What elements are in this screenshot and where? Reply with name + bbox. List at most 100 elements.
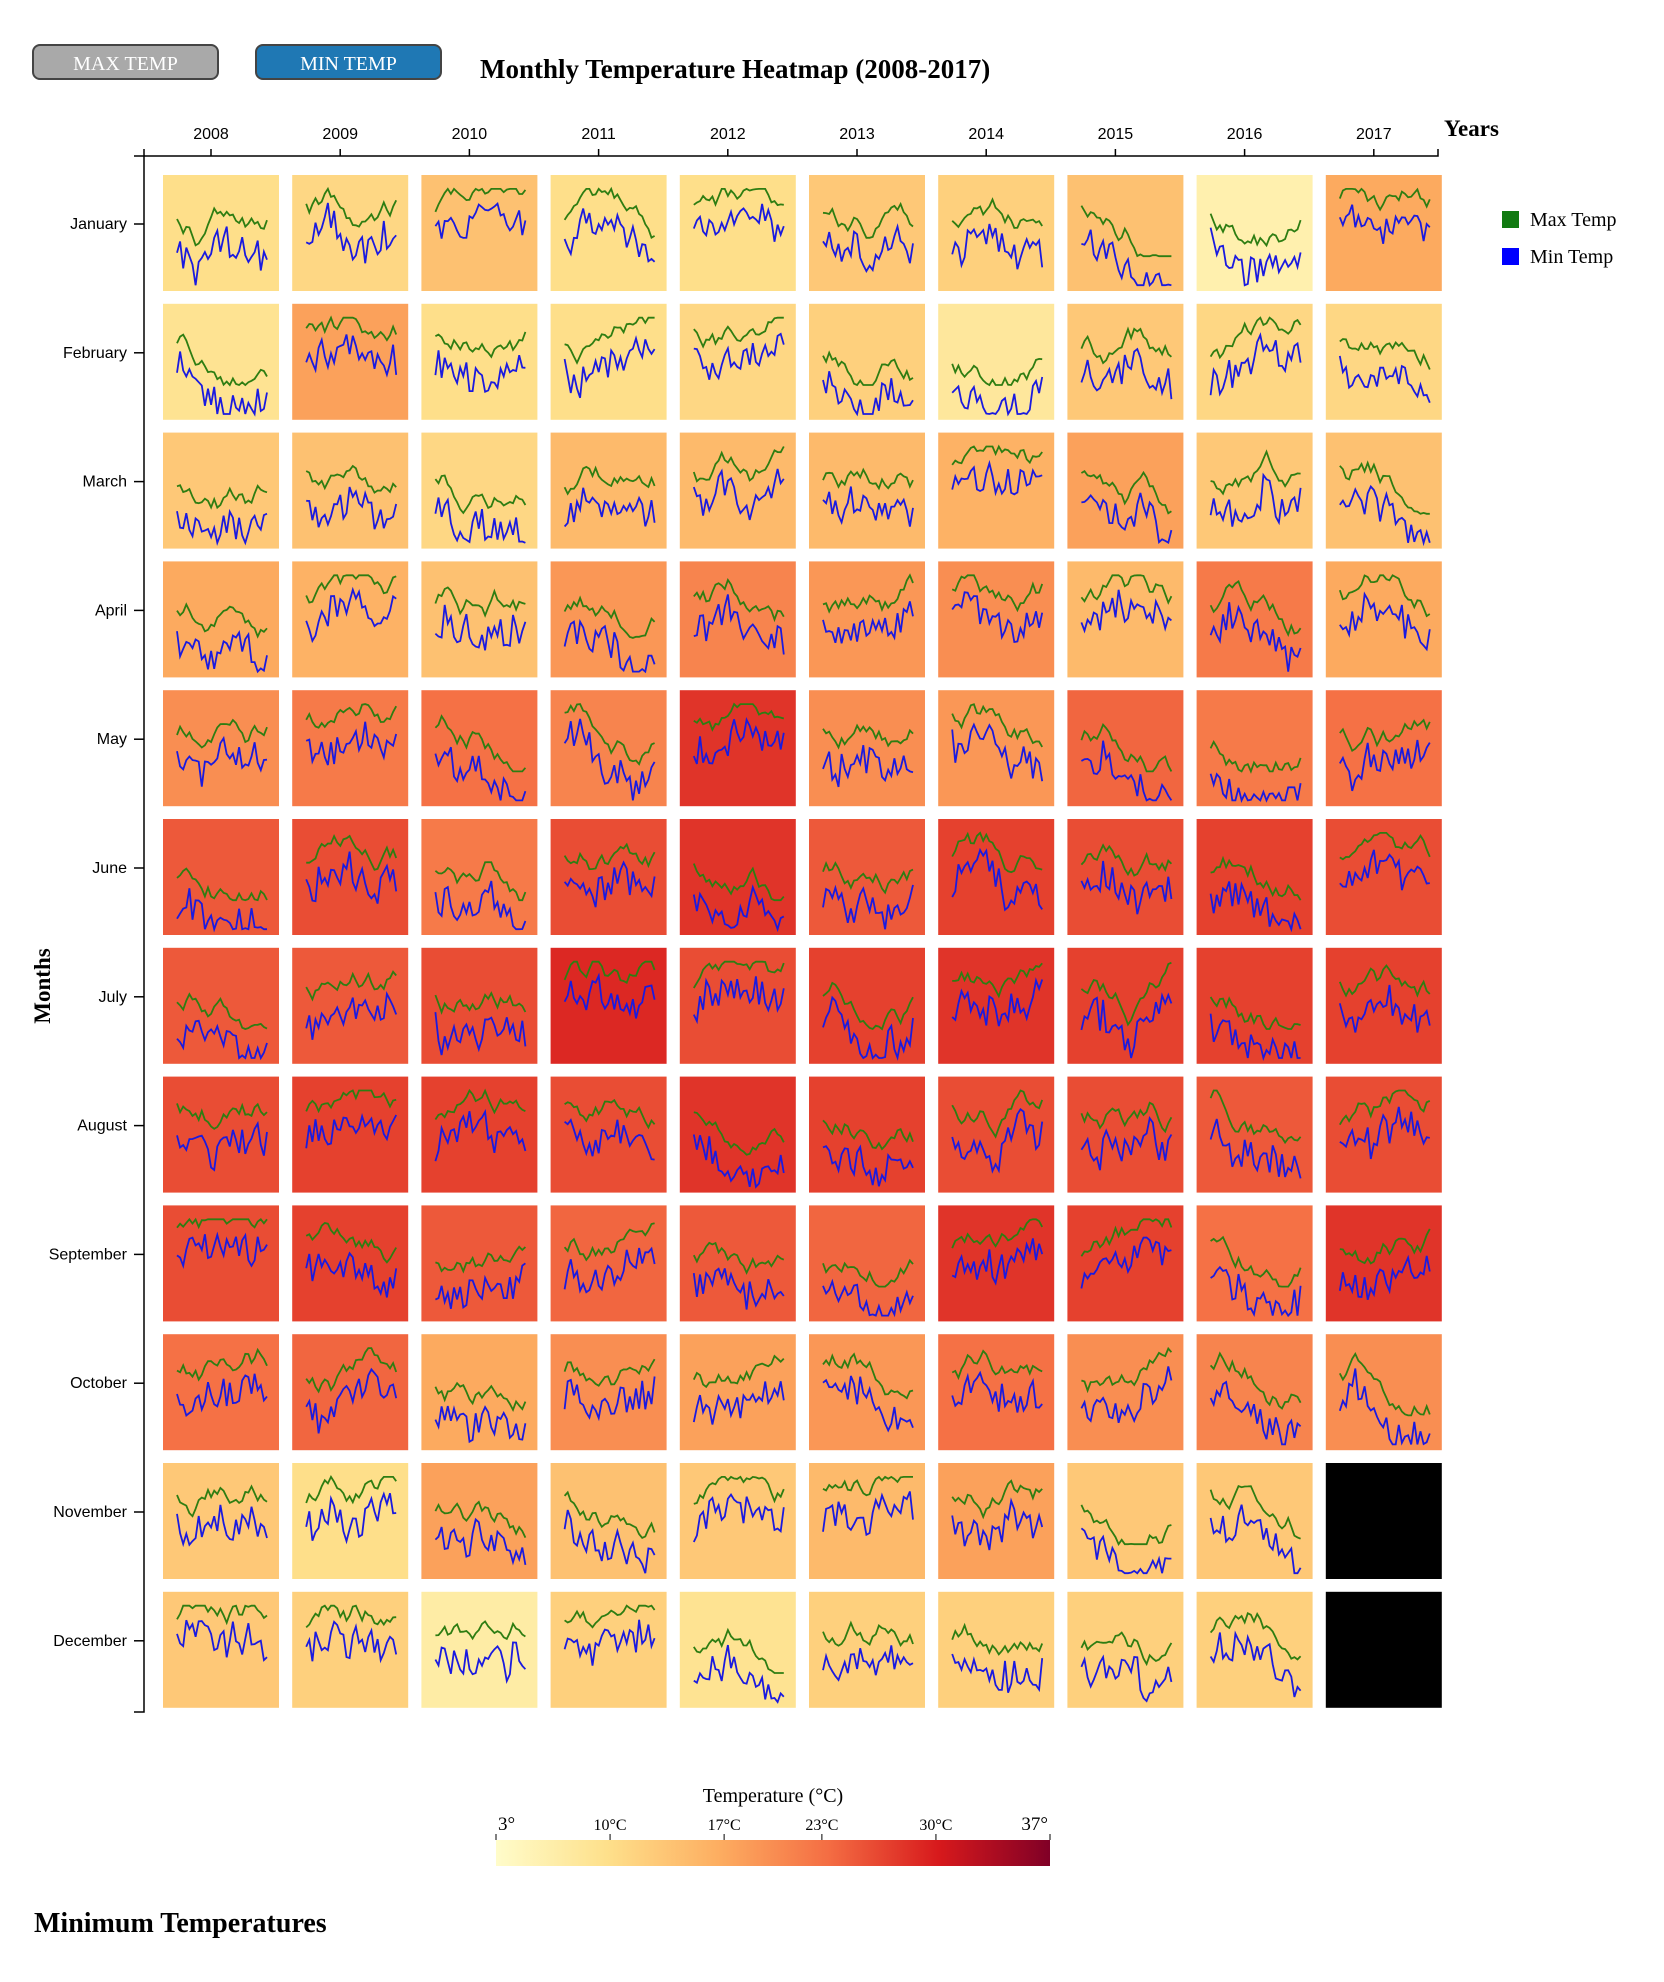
y-tick-label: July [99, 989, 127, 1006]
max-temp-line [1209, 1089, 1302, 1145]
min-temp-line [951, 591, 1044, 644]
min-temp-line [1209, 1380, 1302, 1446]
min-temp-line [1338, 1368, 1431, 1446]
max-temp-line [305, 1089, 397, 1114]
min-temp-line [434, 746, 527, 802]
x-tick-label: 2015 [1098, 126, 1134, 143]
heatmap-cell [421, 1076, 538, 1193]
max-temp-line [822, 1258, 914, 1288]
max-temp-line [1209, 996, 1301, 1030]
cell-background [550, 1205, 667, 1322]
min-temp-line [1080, 1527, 1172, 1575]
min-temp-line [563, 618, 656, 674]
x-tick-label: 2012 [710, 126, 746, 143]
heatmap-cell [550, 1463, 667, 1579]
max-temp-line [563, 842, 656, 871]
min-temp-line [563, 860, 656, 908]
min-temp-line [1338, 1254, 1431, 1301]
max-temp-line [434, 714, 527, 773]
heatmap-cell [421, 1591, 538, 1708]
min-temp-line [1209, 1013, 1301, 1062]
min-temp-line [951, 1370, 1043, 1413]
heatmap-cell [679, 690, 796, 807]
min-temp-line [564, 1118, 655, 1161]
max-temp-line [176, 206, 268, 247]
cell-background [809, 1463, 925, 1579]
max-temp-line [563, 1490, 656, 1540]
cell-background [1067, 303, 1184, 420]
cell-background [1325, 432, 1442, 549]
cell-background [292, 1205, 409, 1322]
cell-background [421, 561, 538, 678]
x-tick-label: 2017 [1356, 126, 1392, 143]
min-temp-line [176, 1231, 268, 1269]
heatmap-cell [421, 947, 538, 1064]
min-temp-line [176, 226, 268, 286]
max-temp-line [305, 574, 397, 604]
max-temp-line [693, 1475, 785, 1505]
max-temp-line [1338, 964, 1431, 998]
max-temp-line [951, 703, 1043, 748]
max-temp-line [1081, 1346, 1173, 1394]
cell-background [421, 690, 538, 807]
min-temp-line [563, 1246, 656, 1294]
min-temp-line [1338, 204, 1431, 244]
min-temp-line [1210, 1265, 1302, 1318]
cell-background [1067, 432, 1184, 549]
min-temp-line [951, 847, 1043, 912]
min-temp-line [563, 1376, 656, 1422]
heatmap-cell [1067, 1076, 1184, 1193]
cell-background [679, 303, 796, 420]
max-temp-line [176, 602, 268, 639]
min-temp-line [692, 1493, 785, 1543]
cell-background [163, 175, 279, 291]
cell-background [550, 947, 667, 1064]
x-tick-label: 2016 [1227, 126, 1263, 143]
max-temp-line [176, 484, 268, 510]
min-temp-line [563, 718, 656, 801]
max-temp-line [951, 1089, 1044, 1139]
heatmap-cell [809, 1334, 925, 1451]
min-temp-line [1080, 1654, 1173, 1703]
heatmap-cells [163, 175, 1442, 1708]
heatmap-cell [1325, 561, 1442, 678]
cell-background [163, 819, 279, 935]
heatmap-cell [292, 819, 409, 935]
heatmap-cell [292, 175, 409, 291]
min-temp-line [305, 202, 397, 264]
cell-background [938, 690, 1055, 807]
cell-background [809, 175, 925, 291]
heatmap-cell [550, 303, 667, 420]
heatmap-cell [550, 1205, 667, 1322]
x-axis-title: Years [1444, 116, 1499, 141]
cell-background [1067, 1076, 1184, 1193]
heatmap-cell [938, 175, 1055, 291]
cell-background [421, 175, 538, 291]
chart-title: Monthly Temperature Heatmap (2008-2017) [480, 54, 991, 84]
color-scale-tick-label: 17°C [708, 1817, 741, 1834]
max-temp-button[interactable]: MAX TEMP [32, 44, 219, 80]
max-temp-line [1209, 1612, 1302, 1661]
min-temp-line [822, 745, 914, 788]
heatmap-cell [938, 303, 1055, 420]
min-temp-line [822, 1278, 914, 1318]
min-temp-line [692, 1267, 785, 1310]
min-temp-line [822, 223, 914, 273]
min-temp-line [822, 1375, 914, 1433]
max-temp-line [1339, 1089, 1431, 1126]
max-temp-line [1339, 1228, 1431, 1265]
max-temp-line [1210, 1235, 1302, 1288]
heatmap-cell [550, 432, 667, 549]
cell-background [550, 1076, 667, 1193]
min-temp-button[interactable]: MIN TEMP [255, 44, 442, 80]
max-temp-line [563, 960, 656, 984]
cell-background [550, 1334, 667, 1451]
heatmap-cell [1067, 1591, 1184, 1708]
cell-background [550, 303, 667, 420]
cell-background [292, 1463, 409, 1579]
heatmap-cell [421, 1205, 538, 1322]
heatmap-cell [809, 1463, 925, 1579]
heatmap-cell [1196, 1334, 1313, 1451]
y-tick-label: November [53, 1504, 127, 1521]
max-temp-line [176, 1347, 268, 1382]
